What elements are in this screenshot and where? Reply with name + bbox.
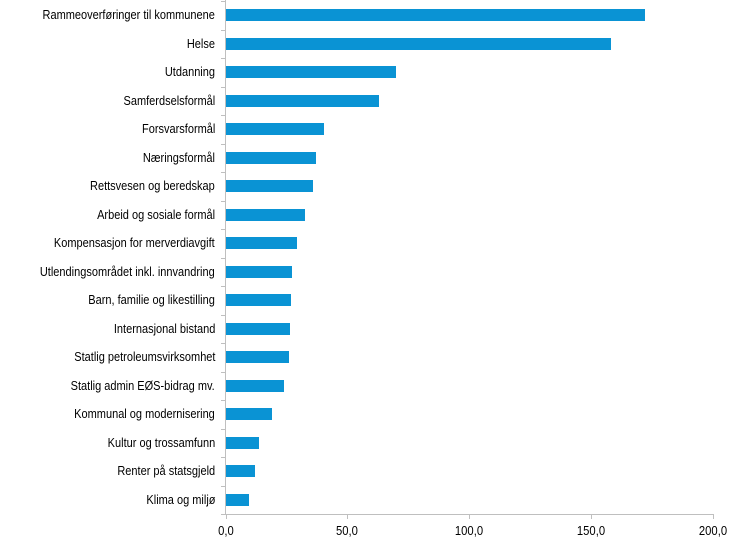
x-tick-mark bbox=[469, 514, 470, 519]
x-tick-label: 50,0 bbox=[336, 524, 358, 538]
category-label: Klima og miljø bbox=[145, 493, 215, 507]
y-tick-mark bbox=[221, 201, 226, 202]
category-label: Renter på statsgjeld bbox=[117, 464, 215, 478]
bar bbox=[226, 38, 611, 50]
x-tick-mark bbox=[226, 514, 227, 519]
bar bbox=[226, 66, 396, 78]
category-label: Kommunal og modernisering bbox=[74, 407, 215, 421]
category-label: Rettsvesen og beredskap bbox=[90, 179, 215, 193]
x-tick-mark bbox=[347, 514, 348, 519]
bar bbox=[226, 266, 292, 278]
y-tick-mark bbox=[221, 1, 226, 2]
y-tick-mark bbox=[221, 172, 226, 173]
x-tick-mark bbox=[713, 514, 714, 519]
y-tick-mark bbox=[221, 315, 226, 316]
category-label: Barn, familie og likestilling bbox=[88, 293, 215, 307]
category-label: Samferdselsformål bbox=[123, 94, 215, 108]
y-tick-mark bbox=[221, 429, 226, 430]
x-tick-label: 200,0 bbox=[698, 524, 728, 538]
y-tick-mark bbox=[221, 372, 226, 373]
bar bbox=[226, 408, 272, 420]
bar bbox=[226, 209, 305, 221]
y-tick-mark bbox=[221, 115, 226, 116]
category-label: Rammeoverføringer til kommunene bbox=[42, 8, 215, 22]
x-tick-label: 0,0 bbox=[218, 524, 234, 538]
category-label: Næringsformål bbox=[142, 151, 215, 165]
category-label: Utlendingsområdet inkl. innvandring bbox=[40, 265, 215, 279]
bar bbox=[226, 465, 255, 477]
bar bbox=[226, 437, 259, 449]
category-label: Statlig petroleumsvirksomhet bbox=[73, 350, 215, 364]
category-label: Statlig admin EØS-bidrag mv. bbox=[70, 379, 215, 393]
bar bbox=[226, 152, 316, 164]
y-tick-mark bbox=[221, 514, 226, 515]
category-label: Arbeid og sosiale formål bbox=[96, 208, 215, 222]
y-axis-line bbox=[225, 0, 226, 515]
y-tick-mark bbox=[221, 58, 226, 59]
bar bbox=[226, 294, 291, 306]
category-label: Utdanning bbox=[164, 65, 215, 79]
y-tick-mark bbox=[221, 229, 226, 230]
category-label: Forsvarsformål bbox=[141, 122, 215, 136]
bar bbox=[226, 180, 313, 192]
bar bbox=[226, 95, 379, 107]
bar bbox=[226, 9, 645, 21]
y-tick-mark bbox=[221, 258, 226, 259]
bar bbox=[226, 237, 297, 249]
bar bbox=[226, 494, 249, 506]
y-tick-mark bbox=[221, 343, 226, 344]
y-tick-mark bbox=[221, 144, 226, 145]
y-tick-mark bbox=[221, 87, 226, 88]
x-tick-label: 150,0 bbox=[576, 524, 606, 538]
y-tick-mark bbox=[221, 486, 226, 487]
category-label: Internasjonal bistand bbox=[113, 322, 215, 336]
y-tick-mark bbox=[221, 286, 226, 287]
bar bbox=[226, 123, 324, 135]
category-label: Kultur og trossamfunn bbox=[107, 436, 215, 450]
bar bbox=[226, 323, 290, 335]
y-tick-mark bbox=[221, 30, 226, 31]
x-tick-mark bbox=[591, 514, 592, 519]
y-tick-mark bbox=[221, 457, 226, 458]
bar bbox=[226, 380, 284, 392]
category-label: Helse bbox=[186, 37, 215, 51]
bar bbox=[226, 351, 289, 363]
x-tick-label: 100,0 bbox=[454, 524, 484, 538]
y-tick-mark bbox=[221, 400, 226, 401]
category-label: Kompensasjon for merverdiavgift bbox=[54, 236, 215, 250]
